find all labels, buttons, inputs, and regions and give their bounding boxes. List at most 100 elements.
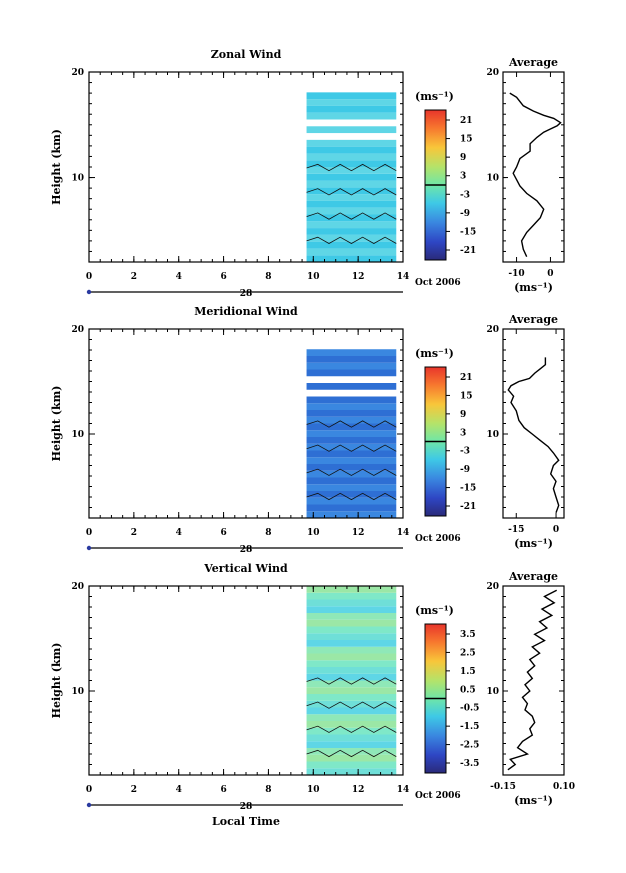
heatmap-cell [306,255,397,262]
colorbar-tick-label: 15 [460,391,473,401]
heatmap-cell [306,396,397,404]
heatmap-cell [306,369,397,377]
heatmap-cell [306,613,397,620]
x-axis-label: Local Time [212,815,280,828]
date-label: Oct 2006 [415,278,461,288]
heatmap-cell [306,592,397,600]
x-tick-label: 14 [397,272,410,282]
heatmap-cell [306,687,397,694]
y-tick-label: 10 [71,430,84,440]
profile-line [507,357,560,514]
heatmap-cell [306,221,397,229]
heatmap-cell [306,646,397,654]
heatmap-cell [306,160,397,167]
colorbar-tick-label: 15 [460,135,473,145]
heatmap-cell [306,754,397,762]
x-tick-label: 14 [397,528,410,538]
contour-line [306,420,397,428]
contour-line [306,492,397,501]
heatmap-cell [306,761,397,769]
contour-line [306,701,397,709]
x-tick-label: 6 [220,528,226,538]
heatmap-cell [306,105,397,113]
colorbar-tick-label: -2.5 [460,741,479,751]
colorbar-tick-label: -3 [460,447,470,457]
colorbar-unit: (ms⁻¹) [415,347,454,360]
profile-x-label: (ms⁻¹) [514,794,553,807]
profile-y-tick-label: 10 [486,174,499,184]
date-day-label: 28 [240,289,253,299]
heatmap-cell [306,194,397,201]
profile-title: Average [508,313,558,326]
heatmap-cell [306,734,397,742]
colorbar-tick-label: -21 [460,246,476,256]
heatmap-cell [306,599,397,607]
x-tick-label: 10 [307,272,320,282]
heatmap-cell [306,207,397,215]
y-tick-label: 20 [71,582,84,592]
profile-x-tick-label: 0 [553,525,559,535]
heatmap-cell [306,721,397,728]
contour-line [306,677,397,685]
heatmap-cell [306,410,397,417]
y-tick-label: 20 [71,325,84,335]
profile-y-tick-label: 20 [486,68,499,78]
heatmap-data [306,586,397,775]
date-axis-marker [86,289,92,295]
colorbar-tick-label: -3.5 [460,759,479,769]
contour-line [306,212,397,220]
contour-line [306,188,397,196]
colorbar-tick-label: 21 [460,373,473,383]
heatmap-cell [306,748,397,755]
heatmap-cell [306,437,397,444]
colorbar-tick-label: -1.5 [460,722,479,732]
heatmap-cell [306,362,397,370]
contour-line [306,749,397,758]
heatmap-cell [306,146,397,154]
heatmap-cell [306,653,397,661]
contour-line [306,444,397,452]
heatmap-cell [306,477,397,485]
x-tick-label: 10 [307,528,320,538]
colorbar-unit: (ms⁻¹) [415,90,454,103]
heatmap-cell [306,349,397,356]
panel-title: Vertical Wind [203,562,288,575]
colorbar-tick-label: -21 [460,502,476,512]
x-tick-label: 8 [265,272,271,282]
colorbar-tick-label: 21 [460,116,473,126]
profile-x-tick-label: 0.10 [553,782,575,792]
y-axis-label: Height (km) [50,386,63,462]
date-day-label: 28 [240,802,253,812]
heatmap-cell [306,667,397,674]
heatmap-cell [306,153,397,161]
x-tick-label: 2 [131,528,137,538]
colorbar-tick-label: 3.5 [460,630,476,640]
colorbar-tick-label: 9 [460,410,466,420]
colorbar-tick-label: -0.5 [460,704,479,714]
profile-x-tick-label: 0 [547,269,553,279]
profile-x-tick-label: -15 [508,525,524,535]
profile-title: Average [508,570,558,583]
panel-title: Meridional Wind [194,305,298,318]
heatmap-cell [306,707,397,715]
heatmap-cell [306,727,397,735]
heatmap-cell [306,768,397,775]
profile-line [507,589,558,771]
x-tick-label: 4 [176,528,182,538]
heatmap-data [306,349,397,518]
colorbar-tick-label: 3 [460,428,466,438]
heatmap-cell [306,741,397,748]
heatmap-cell [306,173,397,181]
x-tick-label: 8 [265,528,271,538]
profile-x-tick-label: -0.15 [490,782,516,792]
heatmap-cell [306,383,397,390]
y-tick-label: 10 [71,687,84,697]
y-tick-label: 10 [71,174,84,184]
heatmap-cell [306,619,397,627]
colorbar-tick-label: -15 [460,227,476,237]
heatmap-cell [306,606,397,613]
panel-1: Zonal Wind 0 2 4 6 8 10 12 14 10 20 Height (km) 28 Oc… [50,48,565,299]
x-tick-label: 0 [86,528,92,538]
heatmap-cell [306,464,397,471]
profile-y-tick-label: 20 [486,582,499,592]
